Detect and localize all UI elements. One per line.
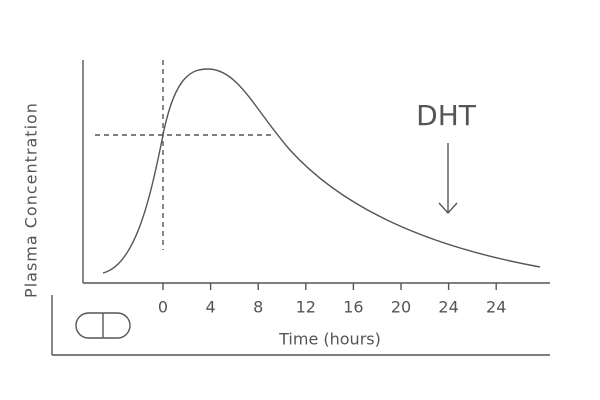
x-tick-label: 24: [438, 298, 458, 317]
x-tick-label: 12: [296, 298, 316, 317]
y-axis-label: Plasma Concentration: [22, 102, 41, 298]
x-ticks: 0 4 8 12 16 20 24 24: [158, 283, 506, 317]
x-tick-label: 0: [158, 298, 168, 317]
x-axis-label: Time (hours): [278, 330, 381, 349]
x-tick-label: 4: [206, 298, 216, 317]
x-tick-label: 24: [486, 298, 506, 317]
x-tick-label: 8: [253, 298, 263, 317]
annotation-label: DHT: [416, 99, 477, 132]
concentration-curve: [102, 68, 541, 274]
x-tick-label: 20: [391, 298, 411, 317]
x-tick-label: 16: [343, 298, 363, 317]
arrow-head: [438, 202, 458, 215]
